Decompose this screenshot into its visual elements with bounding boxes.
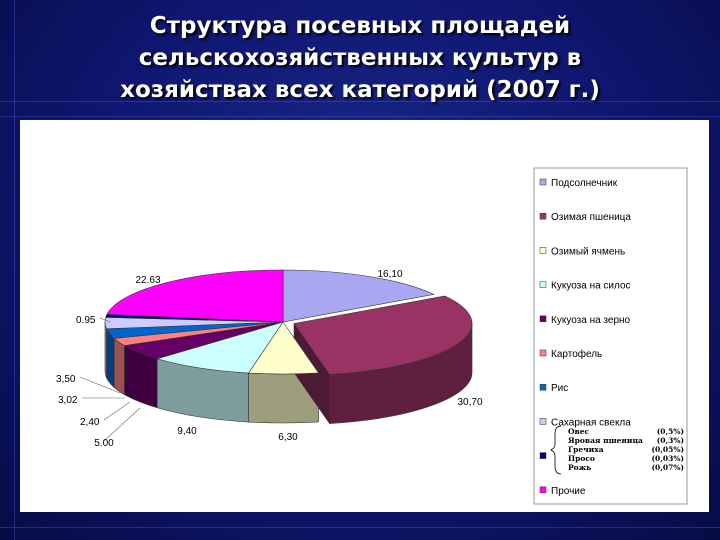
legend-label: Озимая пшеница xyxy=(551,212,631,223)
data-label: 3,02 xyxy=(58,395,78,406)
title-line: сельскохозяйственных культур в xyxy=(138,45,582,71)
legend-box xyxy=(533,167,688,505)
pie-layer xyxy=(104,269,473,425)
data-label: 3,50 xyxy=(56,374,76,385)
slide-title: Структура посевных площадей сельскохозяй… xyxy=(40,10,680,106)
legend-swatch xyxy=(539,247,547,254)
note-crop-name: Просо xyxy=(568,454,595,463)
legend-swatch xyxy=(539,281,547,288)
slice-side xyxy=(113,337,125,396)
data-label: 0.95 xyxy=(76,315,96,326)
legend-swatch xyxy=(539,418,547,425)
legend-label: Картофель xyxy=(551,348,602,360)
pie-chart: 16,10 30,70 6,30 9,40 5.00 2,403,02 3,50 0.95 22… xyxy=(56,167,688,505)
note-crop-value: (0,3%) xyxy=(657,436,684,445)
note-crop-name: Яровая пшеница xyxy=(568,436,643,445)
leader-line xyxy=(99,317,111,323)
note-crop-value: (0,05%) xyxy=(652,445,685,454)
note-crop-value: (0,5%) xyxy=(657,427,684,436)
note-crop-value: (0,07%) xyxy=(652,463,685,472)
leader-line xyxy=(103,401,131,421)
data-label: 9,40 xyxy=(177,426,197,437)
legend-swatch xyxy=(539,349,547,357)
legend-label: Озимый ячмень xyxy=(551,246,625,257)
note-bracket xyxy=(550,425,562,475)
legend-swatch xyxy=(539,383,547,391)
note-crop-value: (0,03%) xyxy=(652,454,685,463)
pie-slice xyxy=(293,295,473,375)
data-label: 5.00 xyxy=(94,438,114,449)
leader-line xyxy=(103,407,141,442)
legend-label: Кукуоза на зерно xyxy=(551,315,631,326)
data-label: 22.63 xyxy=(135,275,160,286)
legend-label: Подсолнечник xyxy=(551,178,618,189)
title-line: Структура посевных площадей xyxy=(149,13,571,39)
legend-swatch xyxy=(539,178,547,186)
leader-line xyxy=(79,376,121,394)
data-label-layer: 16,10 30,70 6,30 9,40 5.00 2,403,02 3,50 0.95 22… xyxy=(56,269,483,449)
note-crop-name: Рожь xyxy=(568,463,591,472)
legend-swatch xyxy=(539,315,547,323)
legend-swatch xyxy=(539,486,547,494)
chart-panel: 16,10 30,70 6,30 9,40 5.00 2,40 3,02 3,50 0.95 22… xyxy=(20,120,709,512)
legend: Подсолнечник Озимая пшеница Озимый ячмень К… xyxy=(539,178,631,497)
note-crop-name: Гречиха xyxy=(568,445,604,454)
legend-label: Прочие xyxy=(551,486,586,497)
pie-slice xyxy=(156,321,284,374)
note-crop-name: Овес xyxy=(568,427,590,436)
pie-slice xyxy=(282,269,435,323)
data-label: 6,30 xyxy=(278,432,298,443)
slice-side xyxy=(104,321,107,378)
pie-slice xyxy=(106,269,284,323)
legend-note: Овес (0,5%) Яровая пшеница (0,3%) Гречиха (0,… xyxy=(550,425,685,475)
data-label: 16,10 xyxy=(377,269,402,280)
data-label: 30,70 xyxy=(457,397,482,408)
legend-swatch xyxy=(539,212,547,220)
legend-swatch xyxy=(539,452,547,459)
data-label: 2,40 xyxy=(80,417,100,428)
title-line: хозяйствах всех категорий (2007 г.) xyxy=(120,77,600,103)
legend-label: Рис xyxy=(551,383,568,394)
legend-label: Сахарная свекла xyxy=(551,417,631,428)
legend-label: Кукуоза на силос xyxy=(551,281,631,292)
